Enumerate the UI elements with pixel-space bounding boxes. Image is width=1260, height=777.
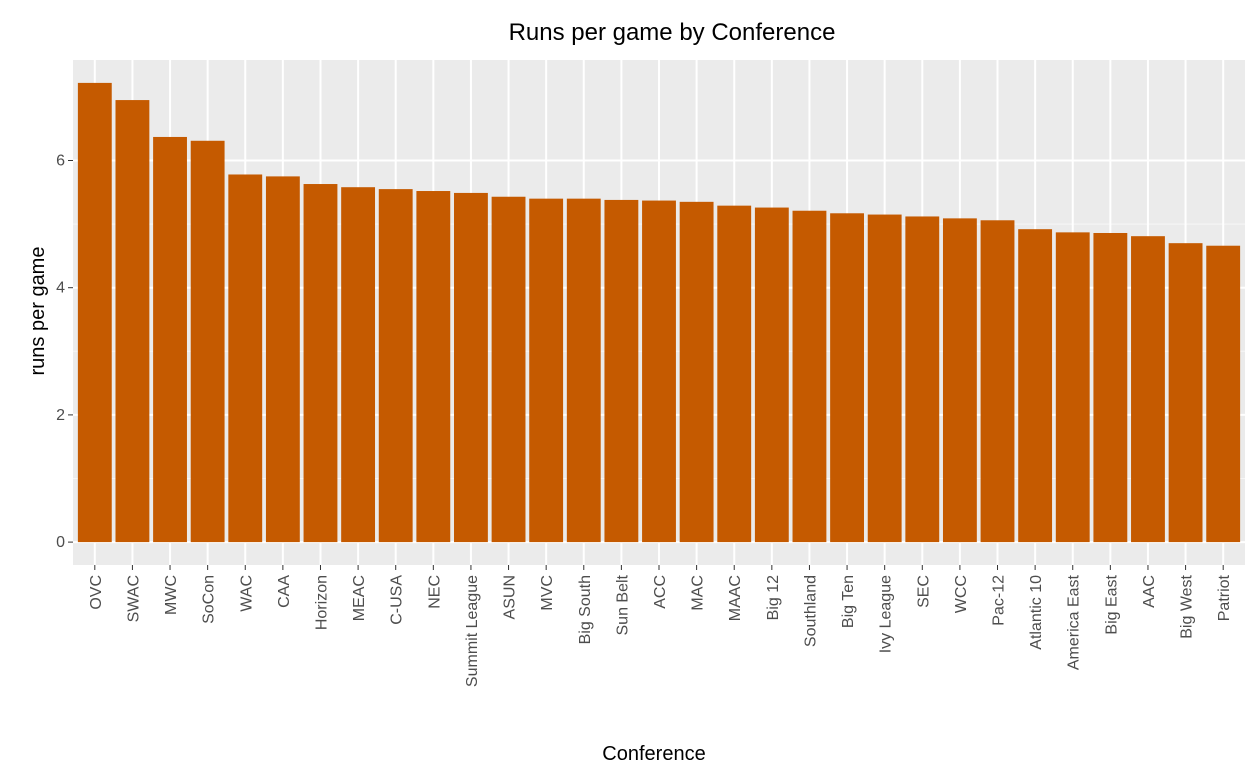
x-tick-label: NEC — [426, 575, 443, 609]
bar-atlantic-10 — [1018, 229, 1053, 543]
bars — [77, 82, 1241, 543]
bar-mwc — [153, 136, 187, 543]
bar-wcc — [942, 218, 977, 543]
x-tick-label: Summit League — [464, 575, 481, 687]
x-tick-label: America East — [1066, 574, 1083, 670]
bar-big-east — [1093, 232, 1128, 543]
bar-maac — [717, 205, 752, 543]
y-axis: 0 2 4 6 — [56, 152, 73, 551]
bar-ivy-league — [867, 214, 902, 543]
bar-meac — [341, 187, 376, 543]
x-tick-label: OVC — [88, 575, 105, 610]
x-tick-label: MVC — [539, 575, 556, 611]
bar-horizon — [303, 184, 338, 543]
x-tick-label: Horizon — [313, 575, 330, 630]
bar-wac — [228, 174, 263, 543]
x-tick-label: C-USA — [389, 575, 406, 625]
x-tick-label: MAC — [690, 575, 707, 611]
x-tick-label: ACC — [652, 575, 669, 609]
x-tick-label: Atlantic 10 — [1028, 575, 1045, 650]
bar-ovc — [77, 82, 112, 543]
x-tick-label: Pac-12 — [991, 575, 1008, 626]
x-tick-label: Big West — [1179, 574, 1196, 638]
x-tick-label: MAAC — [727, 575, 744, 621]
bar-nec — [416, 191, 451, 543]
x-tick-label: Big South — [577, 575, 594, 644]
bar-c-usa — [378, 189, 413, 543]
chart-title: Runs per game by Conference — [509, 19, 836, 46]
bar-mvc — [529, 198, 564, 543]
bar-sun-belt — [604, 199, 639, 543]
x-axis: OVC SWAC MWC SoCon WAC CAA Horizon MEAC C-USA NEC… — [88, 565, 1233, 687]
x-tick-label: MWC — [163, 575, 180, 615]
x-axis-title: Conference — [602, 743, 705, 765]
x-tick-label: CAA — [276, 575, 293, 608]
y-tick-label: 6 — [56, 152, 65, 169]
x-tick-label: SWAC — [125, 575, 142, 622]
y-axis-title: runs per game — [27, 247, 49, 376]
bar-big-ten — [830, 213, 864, 543]
x-tick-label: Big Ten — [840, 575, 857, 628]
bar-acc — [642, 200, 676, 543]
bar-socon — [190, 140, 225, 543]
y-tick-label: 0 — [56, 534, 65, 551]
x-tick-label: MEAC — [351, 575, 368, 621]
x-tick-label: WAC — [238, 575, 255, 612]
bar-america-east — [1055, 232, 1090, 543]
bar-asun — [491, 196, 526, 543]
y-tick-label: 4 — [56, 280, 65, 297]
bar-patriot — [1206, 245, 1241, 543]
bar-pac-12 — [980, 220, 1015, 543]
bar-caa — [265, 176, 300, 543]
x-tick-label: AAC — [1141, 575, 1158, 608]
x-tick-label: Patriot — [1216, 574, 1233, 621]
bar-summit-league — [454, 192, 488, 543]
x-tick-label: Big East — [1103, 574, 1120, 634]
bar-big-west — [1168, 243, 1203, 543]
x-tick-label: Ivy League — [878, 575, 895, 653]
bar-aac — [1131, 236, 1165, 543]
bar-big-12 — [754, 207, 789, 543]
bar-sec — [905, 216, 940, 543]
x-tick-label: ASUN — [502, 575, 519, 619]
bar-swac — [115, 100, 150, 543]
bar-mac — [679, 201, 714, 543]
y-tick-label: 2 — [56, 407, 65, 424]
bar-big-south — [566, 198, 601, 543]
x-tick-label: Sun Belt — [614, 574, 631, 635]
x-tick-label: WCC — [953, 575, 970, 613]
x-tick-label: Big 12 — [765, 575, 782, 620]
x-tick-label: SEC — [915, 575, 932, 608]
bar-southland — [792, 210, 827, 543]
x-tick-label: Southland — [802, 575, 819, 647]
x-tick-label: SoCon — [201, 575, 218, 624]
